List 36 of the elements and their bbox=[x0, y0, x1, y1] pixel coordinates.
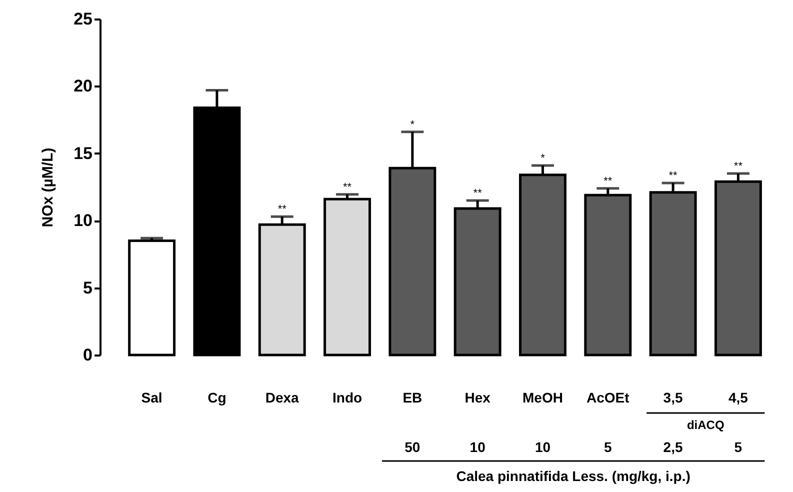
x-tick-label: Dexa bbox=[265, 390, 300, 406]
text: 5 bbox=[734, 439, 742, 455]
annotation: ** bbox=[604, 175, 613, 188]
annotation: ** bbox=[473, 187, 483, 200]
annotation: ** bbox=[734, 160, 744, 173]
x-tick-label: 4,5 bbox=[728, 390, 748, 406]
text: 50 bbox=[404, 439, 420, 455]
x-tick-label: MeOH bbox=[522, 390, 563, 406]
x-tick-label: Cg bbox=[208, 390, 226, 406]
text: 5 bbox=[604, 439, 612, 455]
x-tick-label: AcOEt bbox=[586, 390, 630, 406]
bar bbox=[324, 198, 371, 356]
y-tick-label: 10 bbox=[74, 211, 92, 230]
annotation: ** bbox=[342, 181, 352, 194]
x-tick-label: 3,5 bbox=[663, 390, 683, 406]
x-axis-title: Calea pinnatifida Less. (mg/kg, i.p.) bbox=[456, 468, 690, 484]
y-tick-label: 5 bbox=[83, 278, 92, 298]
annotation: * bbox=[540, 152, 546, 164]
y-tick-label: 0 bbox=[83, 346, 92, 364]
y-tick-label: 20 bbox=[74, 76, 92, 96]
x-tick-label: Sal bbox=[141, 390, 162, 406]
bar bbox=[584, 194, 632, 356]
y-axis-title: NOx (µM/L) bbox=[40, 148, 57, 228]
x-tick-label: Indo bbox=[332, 390, 362, 406]
x-tick-label: Hex bbox=[464, 390, 491, 406]
text: 10 bbox=[470, 439, 486, 455]
text: diACQ bbox=[686, 418, 724, 432]
y-tick-label: 15 bbox=[74, 144, 92, 163]
y-tick-label: 25 bbox=[74, 10, 92, 28]
annotation: * bbox=[410, 118, 416, 131]
annotation: ** bbox=[278, 204, 288, 216]
text: 2,5 bbox=[663, 439, 683, 455]
bar bbox=[128, 240, 176, 356]
annotation: ** bbox=[668, 170, 678, 182]
text: 10 bbox=[534, 439, 551, 455]
x-tick-label: EB bbox=[402, 390, 422, 406]
